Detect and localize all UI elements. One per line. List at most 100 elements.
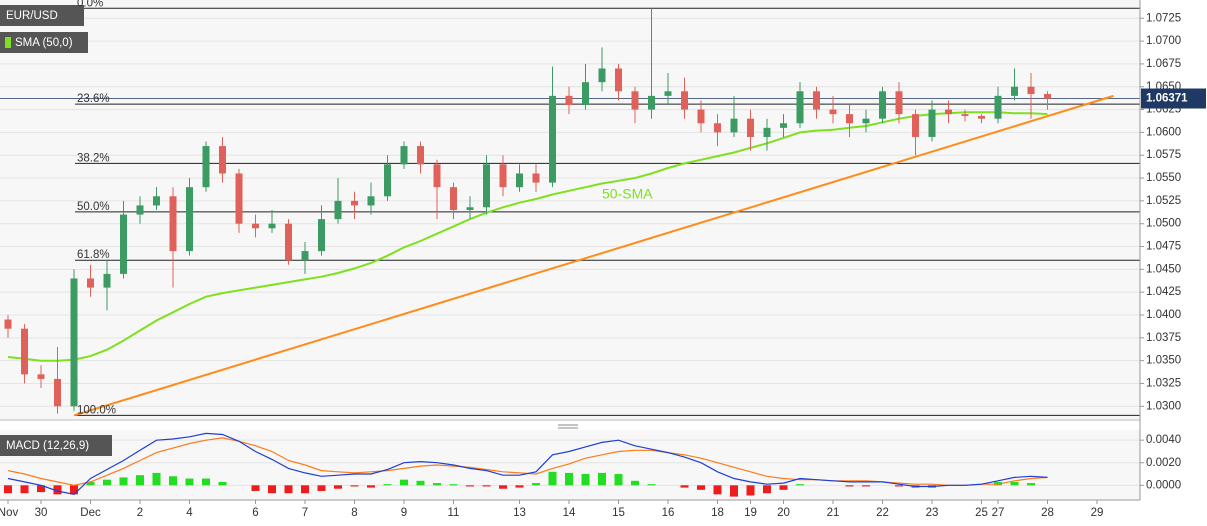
candle-body	[631, 91, 639, 110]
x-tick-label: 6	[252, 507, 258, 519]
macd-histogram-bar	[779, 485, 788, 490]
candle-body	[499, 164, 507, 188]
macd-histogram-bar	[37, 485, 45, 493]
trendline	[73, 94, 1114, 417]
candle-body	[1044, 94, 1051, 99]
candle-body	[219, 146, 226, 174]
last-price-badge	[1141, 88, 1206, 109]
macd-pane	[0, 430, 1140, 500]
x-tick-label: 13	[513, 507, 526, 519]
candle-body	[895, 91, 903, 115]
macd-histogram-bar	[862, 485, 870, 487]
macd-histogram-bar	[466, 485, 474, 487]
candle-body	[730, 118, 738, 133]
y-tick-label: 1.0700	[1146, 35, 1181, 47]
candle-body	[697, 109, 705, 124]
symbol: EUR/USD	[6, 10, 58, 22]
y-tick-label: 1.0600	[1146, 126, 1181, 138]
macd-histogram-bar	[268, 485, 276, 494]
candle-body	[483, 164, 490, 208]
macd-histogram-bar	[103, 479, 111, 486]
macd-histogram-bar	[581, 474, 590, 486]
y-tick-label: 0.0040	[1146, 434, 1181, 446]
candle-body	[169, 196, 177, 252]
fib-label: 50.0%	[77, 201, 110, 213]
y-tick-label: 1.0425	[1146, 286, 1181, 298]
candle-body	[813, 91, 820, 110]
x-tick-label: 11	[448, 507, 460, 519]
x-tick-label: 30	[35, 507, 48, 519]
grid-layer	[0, 17, 1144, 504]
x-tick-label: 21	[827, 507, 840, 519]
y-tick-label: 0.0000	[1146, 479, 1181, 491]
macd-histogram-bar	[53, 485, 62, 495]
candle-body	[598, 68, 606, 83]
fib-label: 0.0%	[77, 0, 103, 9]
y-tick-label: 1.0300	[1146, 400, 1181, 412]
macd-histogram-bar	[433, 483, 441, 486]
macd-histogram-bar	[730, 485, 738, 497]
macd-label: MACD (12,26,9)	[6, 440, 89, 452]
sma-swatch	[5, 37, 11, 48]
candle-body	[961, 114, 969, 116]
candle-body	[70, 278, 78, 407]
candle-body	[54, 378, 61, 407]
macd-histogram-bar	[515, 485, 524, 488]
macd-histogram-bar	[119, 477, 128, 486]
candle-body	[664, 91, 672, 96]
fib-label: 100.0%	[77, 404, 116, 416]
macd-histogram-bar	[763, 485, 771, 494]
candle-body	[450, 187, 457, 210]
candle-body	[615, 68, 622, 92]
symbol-badge	[0, 5, 84, 26]
candle-body	[846, 114, 853, 124]
macd-histogram-bar	[367, 485, 375, 488]
candle-body	[549, 95, 556, 183]
macd-histogram-bar	[334, 485, 342, 489]
candle-body	[334, 200, 342, 220]
y-tick-label: 1.0500	[1146, 218, 1181, 230]
macd-histogram-bar	[350, 485, 359, 487]
y-tick-label: 1.0675	[1146, 58, 1181, 70]
y-tick-label: 1.0725	[1146, 12, 1181, 24]
candle-body	[648, 95, 655, 110]
x-tick-label: 28	[1041, 507, 1054, 519]
x-tick-label: 27	[992, 507, 1005, 519]
x-tick-label: 20	[777, 507, 790, 519]
candle-body	[928, 109, 936, 137]
macd-histogram-bar	[565, 472, 573, 486]
y-tick-label: 1.0325	[1146, 378, 1181, 390]
candle-body	[318, 219, 325, 252]
macd-histogram-bar	[680, 485, 689, 488]
sma-line	[7, 111, 1048, 362]
candle-body	[285, 223, 292, 261]
x-tick-label: 22	[876, 507, 889, 519]
sma-annotation: 50-SMA	[602, 186, 653, 202]
macd-histogram-bar	[647, 484, 656, 486]
macd-histogram-bar	[449, 484, 458, 486]
candle-body	[945, 109, 952, 115]
candle-body	[879, 91, 886, 119]
x-tick-label: 19	[744, 507, 757, 519]
candle-body	[87, 278, 94, 288]
candle-body	[1027, 86, 1035, 95]
macd-histogram-bar	[895, 485, 903, 487]
sma-badge	[0, 32, 88, 53]
candle-body	[747, 118, 754, 137]
candle-body	[582, 82, 589, 105]
candle-body	[912, 114, 919, 137]
y-tick-label: 1.0575	[1146, 149, 1181, 161]
macd-histogram-bar	[383, 484, 392, 486]
sma-label: SMA (50,0)	[15, 37, 73, 49]
macd-histogram-bar	[185, 478, 194, 486]
macd-histogram-bar	[400, 479, 408, 486]
candle-body	[516, 173, 523, 188]
macd-histogram-bar	[746, 485, 755, 496]
candle-body	[565, 95, 573, 105]
x-tick-label: 23	[926, 507, 939, 519]
macd-histogram-bar	[86, 481, 95, 486]
x-tick-label: Nov	[0, 507, 18, 519]
y-tick-label: 1.0450	[1146, 263, 1181, 275]
last-price-label: 1.06371	[1146, 93, 1188, 105]
candle-body	[4, 319, 12, 329]
